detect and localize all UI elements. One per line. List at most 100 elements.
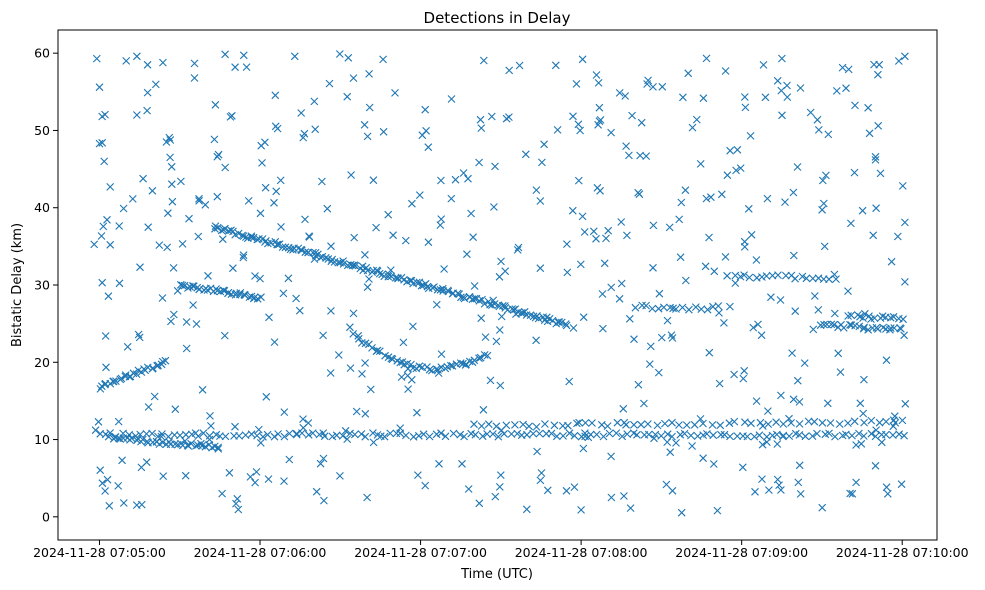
data-point — [745, 273, 754, 282]
data-point — [220, 286, 229, 295]
data-point — [182, 318, 191, 326]
data-point — [365, 70, 373, 78]
data-point — [818, 503, 827, 512]
data-point — [897, 324, 905, 333]
data-point — [666, 448, 675, 457]
data-point — [459, 169, 468, 177]
data-point — [559, 432, 567, 440]
data-point — [575, 418, 583, 427]
data-point — [859, 432, 868, 440]
data-point — [197, 439, 205, 448]
data-point — [824, 130, 833, 139]
data-point — [139, 174, 147, 183]
data-point — [810, 417, 819, 426]
data-point — [402, 431, 410, 440]
data-point — [578, 212, 587, 221]
data-point — [736, 164, 745, 172]
data-point — [541, 420, 549, 428]
data-point — [349, 309, 358, 318]
data-point — [793, 376, 802, 385]
data-point — [363, 132, 372, 141]
data-point — [354, 331, 363, 340]
data-point — [214, 445, 223, 453]
data-point — [297, 109, 306, 117]
data-point — [308, 429, 317, 437]
data-point — [361, 250, 369, 259]
data-point — [483, 351, 492, 360]
data-point — [448, 362, 457, 370]
data-point — [360, 120, 369, 129]
data-point — [726, 432, 734, 441]
data-point — [594, 79, 603, 87]
data-point — [808, 432, 817, 440]
data-point — [580, 228, 589, 236]
data-point — [859, 314, 867, 322]
data-point — [421, 481, 430, 490]
data-point — [346, 364, 355, 372]
data-point — [623, 231, 631, 240]
data-point — [386, 429, 395, 438]
data-point — [663, 316, 672, 325]
data-point — [477, 422, 486, 430]
data-point — [615, 89, 624, 97]
data-point — [427, 366, 436, 375]
data-point — [168, 197, 177, 206]
data-point — [752, 397, 761, 405]
data-point — [887, 257, 896, 266]
data-point — [589, 227, 598, 236]
data-point — [292, 294, 300, 303]
data-point — [842, 84, 850, 93]
data-point — [101, 332, 110, 340]
data-point — [336, 472, 344, 480]
data-point — [496, 381, 505, 390]
data-point — [158, 357, 167, 366]
data-point — [138, 435, 147, 444]
data-point — [830, 320, 838, 329]
data-point — [173, 286, 182, 295]
data-point — [404, 385, 412, 393]
data-point — [568, 206, 577, 215]
data-point — [870, 60, 878, 69]
data-point — [246, 473, 255, 481]
data-point — [384, 272, 393, 281]
data-point — [256, 274, 264, 283]
data-point — [194, 232, 203, 241]
data-point — [625, 314, 634, 323]
data-point — [749, 323, 758, 332]
data-point — [354, 334, 363, 343]
data-point — [389, 231, 397, 240]
data-point — [320, 496, 328, 505]
data-point — [557, 318, 566, 327]
y-tick-label: 60 — [34, 46, 50, 61]
data-point — [213, 223, 222, 232]
data-point — [570, 483, 579, 491]
data-point — [740, 271, 748, 279]
data-point — [343, 435, 352, 443]
data-point — [825, 429, 833, 438]
data-point — [273, 240, 281, 249]
data-point — [369, 176, 378, 185]
data-point — [795, 420, 804, 428]
data-point — [118, 456, 126, 465]
data-point — [741, 418, 749, 427]
data-point — [432, 365, 441, 374]
data-point — [189, 301, 197, 309]
data-point — [235, 432, 243, 440]
data-point — [280, 477, 288, 485]
data-point — [886, 325, 894, 334]
data-point — [484, 420, 493, 429]
data-point — [190, 74, 199, 82]
data-point — [201, 200, 210, 209]
data-point — [169, 264, 178, 272]
data-point — [165, 133, 174, 142]
data-point — [379, 127, 388, 136]
data-point — [387, 272, 396, 281]
data-point — [872, 204, 880, 213]
data-point — [96, 466, 105, 475]
data-point — [634, 188, 642, 197]
data-point — [677, 198, 686, 207]
data-point — [778, 111, 786, 120]
data-point — [171, 405, 180, 414]
data-point — [595, 103, 604, 112]
